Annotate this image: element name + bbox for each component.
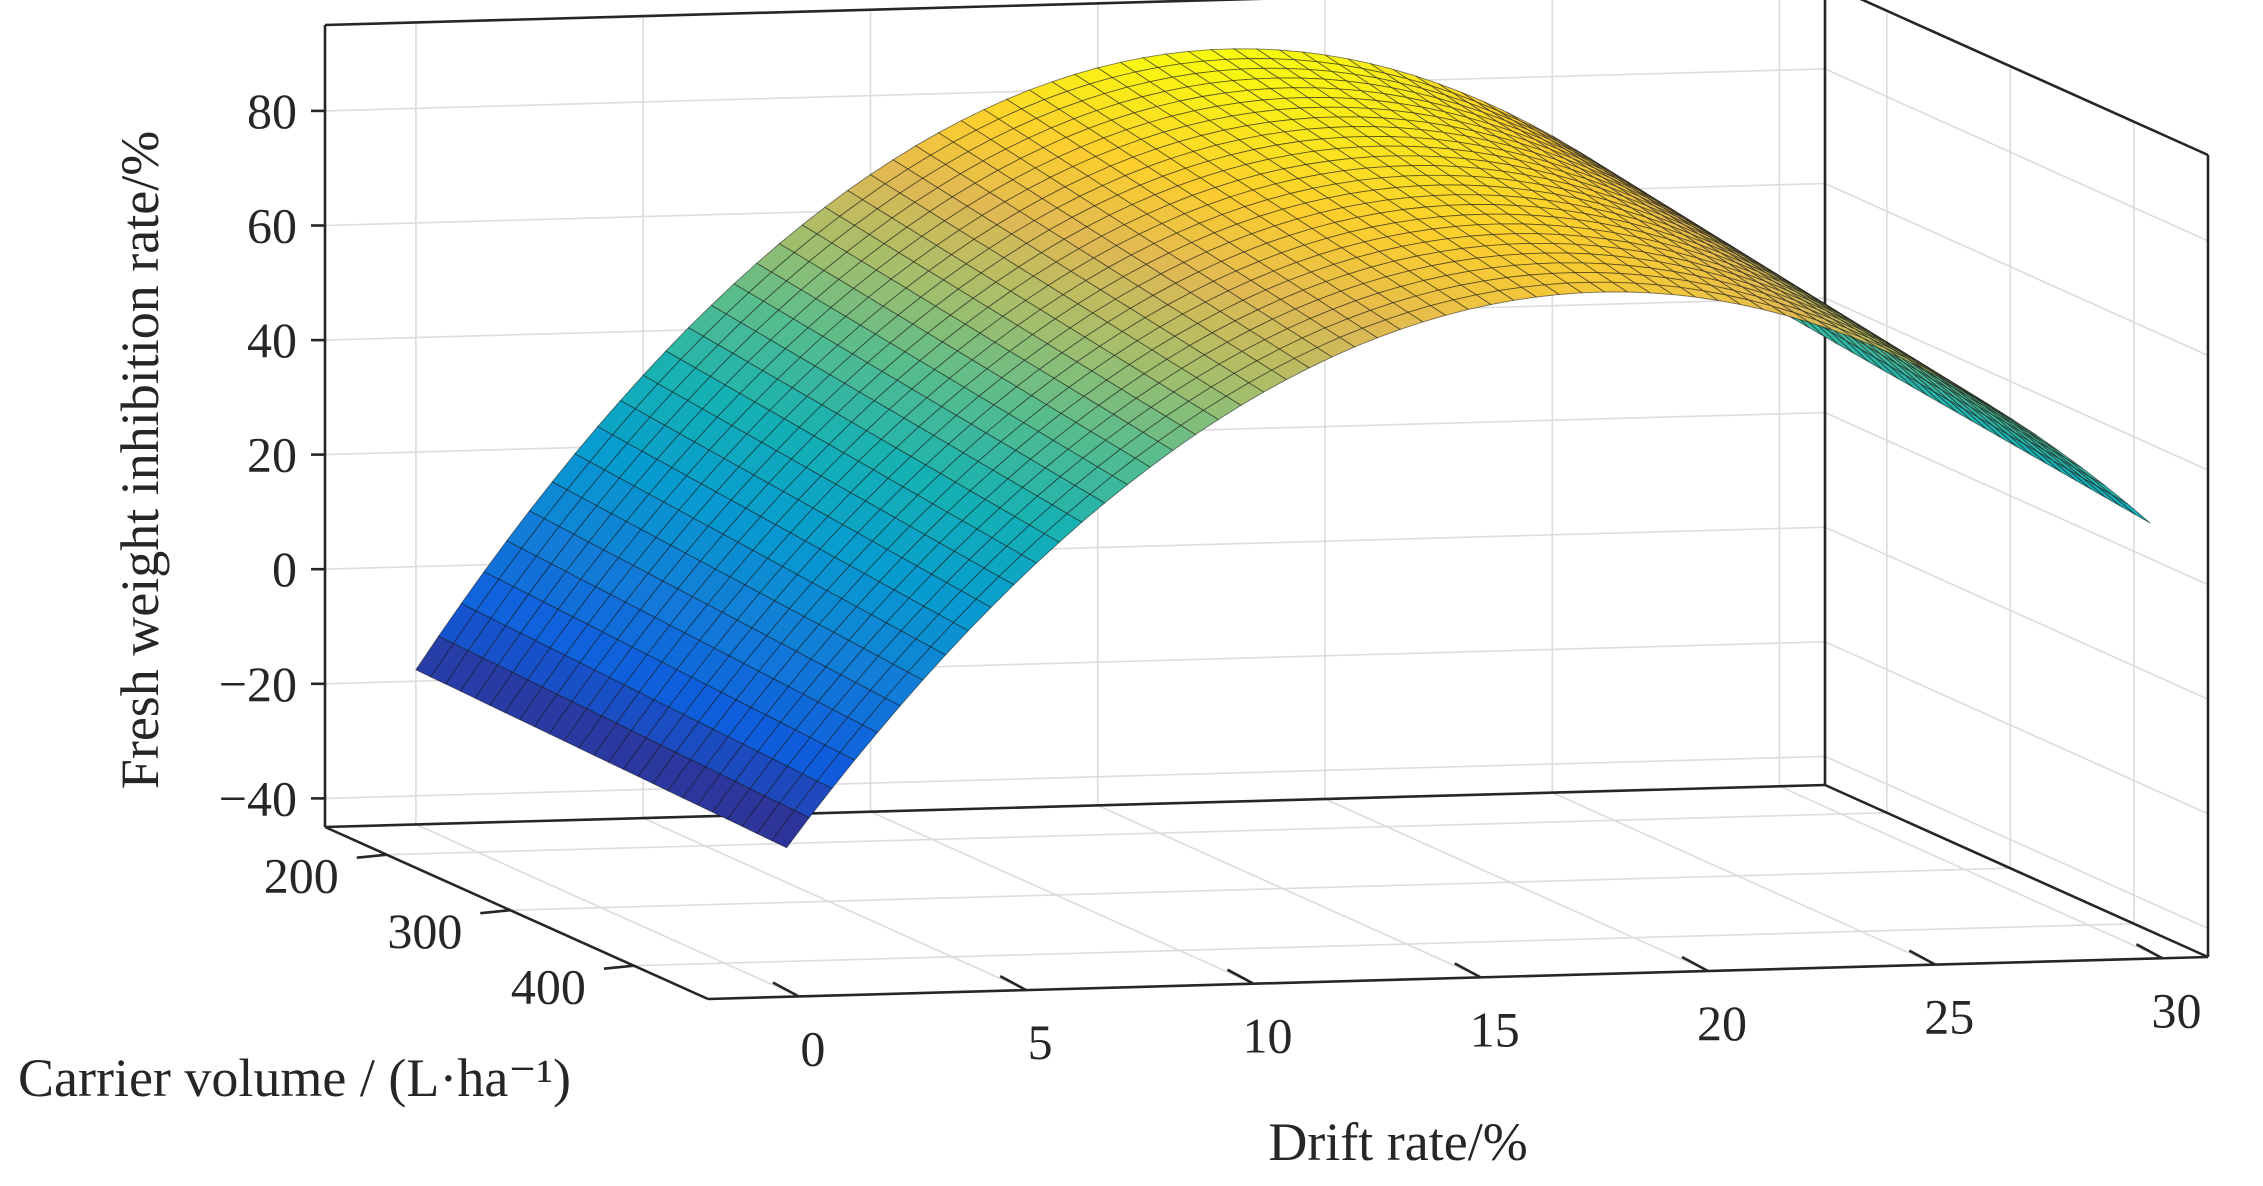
z-tick-label: 0 bbox=[272, 541, 297, 597]
box-edge bbox=[1824, 783, 2209, 959]
box-edge bbox=[324, 0, 1265, 27]
z-tick-label: −20 bbox=[219, 656, 297, 712]
x-tick bbox=[2135, 943, 2164, 960]
z-tick-label: 60 bbox=[247, 198, 297, 254]
x-tick bbox=[1454, 962, 1482, 979]
z-tick-label: 40 bbox=[247, 312, 297, 368]
surface-mesh bbox=[415, 48, 2151, 849]
tick-marks bbox=[311, 109, 2164, 998]
x-axis-line bbox=[707, 955, 2209, 1001]
y-tick-label: 200 bbox=[264, 848, 339, 904]
grid-line bbox=[1097, 804, 1482, 979]
grid-line bbox=[1824, 755, 2209, 930]
grid-line bbox=[1824, 182, 2209, 357]
grid-line bbox=[1824, 297, 2209, 471]
x-tick-label: 15 bbox=[1470, 1001, 1520, 1057]
x-axis-label: Drift rate/% bbox=[1268, 1112, 1527, 1172]
x-tick bbox=[1226, 968, 1255, 985]
axes-box-front bbox=[324, 825, 2209, 1001]
y-axis-label: Carrier volume / (L·ha⁻¹) bbox=[18, 1048, 571, 1108]
grid-line bbox=[1779, 785, 2163, 960]
x-tick bbox=[772, 981, 800, 998]
x-tick-label: 10 bbox=[1242, 1008, 1292, 1064]
axes-box-back bbox=[323, 0, 2210, 959]
x-tick-label: 30 bbox=[2152, 982, 2202, 1038]
x-tick bbox=[999, 974, 1027, 992]
x-tick-label: 5 bbox=[1028, 1014, 1053, 1070]
grid-line bbox=[1824, 641, 2209, 815]
grid-line bbox=[324, 755, 1826, 800]
grid-line bbox=[1824, 68, 2209, 242]
x-tick bbox=[1681, 955, 1709, 973]
tick-labels: −40 −20 0 20 40 60 80 0 5 10 15 20 25 30 200 300 400 bbox=[219, 83, 2202, 1077]
grid-line bbox=[386, 811, 1887, 856]
y-tick bbox=[603, 964, 635, 970]
surface-patch bbox=[2112, 494, 2151, 524]
grid-line bbox=[642, 817, 1027, 991]
x-tick-label: 20 bbox=[1697, 995, 1747, 1051]
y-tick-label: 300 bbox=[387, 903, 462, 959]
grid-line bbox=[1824, 411, 2209, 586]
grid-line bbox=[1324, 798, 1709, 972]
z-tick-label: 80 bbox=[247, 83, 297, 139]
y-tick bbox=[480, 908, 511, 915]
x-tick-label: 0 bbox=[800, 1020, 825, 1076]
x-tick bbox=[1908, 949, 1936, 966]
x-tick-label: 25 bbox=[1924, 989, 1974, 1045]
y-axis-line bbox=[324, 825, 709, 1001]
y-tick bbox=[356, 853, 387, 859]
y-tick-label: 400 bbox=[511, 959, 586, 1015]
grid-line bbox=[1824, 526, 2209, 700]
grid-line bbox=[870, 810, 1254, 985]
grid-line bbox=[510, 867, 2011, 911]
z-tick-label: −40 bbox=[219, 770, 297, 826]
z-axis-label: Fresh weight inhibition rate/% bbox=[110, 131, 170, 789]
box-edge bbox=[324, 783, 1826, 829]
grid-line bbox=[633, 922, 2134, 967]
z-tick-label: 20 bbox=[247, 427, 297, 483]
grid-line bbox=[415, 823, 800, 998]
grid-line bbox=[1551, 791, 1936, 966]
box-edge bbox=[1859, 0, 2209, 157]
surface-patch bbox=[2082, 477, 2121, 507]
